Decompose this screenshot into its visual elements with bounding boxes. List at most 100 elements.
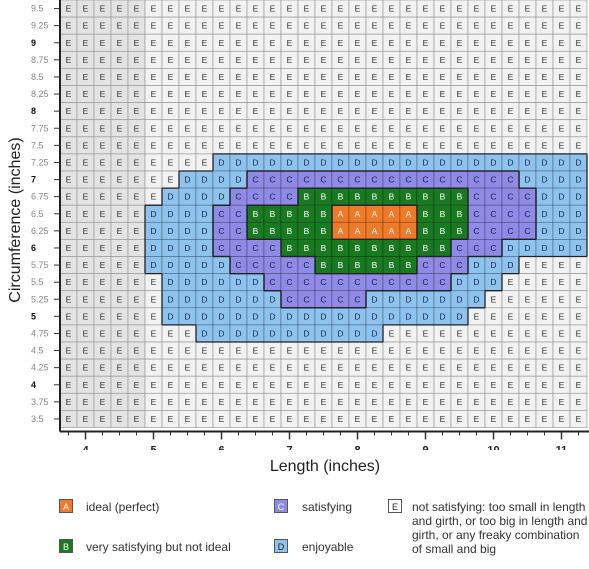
cell-7-18: C [365,170,384,189]
svg-text:C: C [473,209,479,219]
cell-4.75-4: E [127,324,146,343]
y-tick-label: 6.75 [31,192,49,202]
cell-5.75-15: B [314,256,333,274]
svg-text:E: E [406,106,412,116]
cell-6.25-9: C [212,221,231,240]
svg-text:E: E [168,175,174,185]
svg-text:D: D [235,294,241,304]
cell-6.5-18: A [365,204,384,223]
cell-6.5-27: C [518,204,537,223]
cell-4-6: E [161,375,180,394]
svg-text:E: E [253,380,259,390]
cell-6.75-15: B [314,187,333,206]
cell-5.5-15: C [314,273,333,292]
cell-6.25-8: D [195,221,214,240]
svg-text:E: E [236,397,242,407]
svg-text:E: E [423,38,429,48]
svg-text:E: E [559,363,565,373]
cell-7-22: C [433,170,452,189]
y-axis-band [0,0,60,428]
legend-label-a: ideal (perfect) [86,500,160,514]
cell-7.25-16: D [331,153,350,172]
y-tick-label: 7.5 [31,140,44,150]
cell-9.25-16: E [331,16,350,35]
cell-4.25-17: E [348,358,367,377]
svg-text:D: D [201,277,207,287]
cell-5.25-23: D [450,290,469,309]
cell-3.75-28: E [535,392,554,411]
cell-9.5-2: E [93,0,112,18]
svg-text:E: E [542,140,548,150]
cell-8.75-11: E [246,50,265,69]
cell-9-22: E [433,33,452,52]
svg-text:E: E [355,363,361,373]
cell-3.75-13: E [280,392,299,411]
cell-7.5-26: E [501,136,520,155]
cell-9-30: E [569,33,588,52]
svg-text:E: E [406,346,412,356]
cell-4.25-21: E [416,358,435,377]
cell-5.5-12: C [263,273,282,292]
svg-text:E: E [406,55,412,65]
cell-3.75-21: E [416,392,435,411]
cell-4.25-26: E [501,358,520,377]
svg-text:B: B [321,192,327,202]
svg-text:E: E [253,89,259,99]
svg-text:E: E [508,72,514,82]
svg-text:D: D [269,311,275,321]
cell-9.5-3: E [110,0,129,18]
svg-text:E: E [542,294,548,304]
svg-text:D: D [575,175,581,185]
cell-5-12: D [263,307,282,326]
svg-text:E: E [219,380,225,390]
svg-text:A: A [389,226,395,236]
svg-text:D: D [422,311,428,321]
svg-text:E: E [185,414,191,424]
svg-text:E: E [168,397,174,407]
svg-text:E: E [287,140,293,150]
cell-7-1: E [76,170,95,189]
cell-7-12: C [263,170,282,189]
svg-text:E: E [525,72,531,82]
svg-text:E: E [83,89,89,99]
svg-text:E: E [491,89,497,99]
cell-3.75-26: E [501,392,520,411]
cell-8.75-26: E [501,50,520,69]
cell-9-7: E [178,33,197,52]
svg-text:E: E [440,380,446,390]
cell-7.25-6: E [161,153,180,172]
cell-7-16: C [331,170,350,189]
svg-text:E: E [525,260,531,270]
svg-text:E: E [355,38,361,48]
svg-text:E: E [525,311,531,321]
svg-text:E: E [185,38,191,48]
cell-6.25-2: E [93,221,112,240]
cell-3.75-14: E [297,392,316,411]
cell-5.75-25: D [484,256,503,274]
cell-3.75-24: E [467,392,486,411]
svg-text:E: E [83,243,89,253]
svg-text:E: E [151,311,157,321]
cell-5.25-12: D [263,290,282,309]
svg-text:E: E [491,328,497,338]
svg-text:E: E [474,4,480,14]
cell-5.25-9: D [212,290,231,309]
svg-text:E: E [576,55,582,65]
svg-text:D: D [167,294,173,304]
svg-text:C: C [303,175,309,185]
svg-text:E: E [491,414,497,424]
svg-text:E: E [83,311,89,321]
cell-8.5-23: E [450,68,469,86]
cell-5.5-20: C [399,273,418,292]
cell-4-11: E [246,375,265,394]
cell-3.75-4: E [127,392,146,411]
cell-4-22: E [433,375,452,394]
svg-text:E: E [151,277,157,287]
y-tick-label: 7.75 [31,123,49,133]
cell-8.5-2: E [93,68,112,86]
cell-3.5-10: E [229,410,248,428]
svg-text:E: E [168,4,174,14]
svg-text:B: B [423,226,429,236]
svg-text:D: D [507,243,513,253]
svg-text:E: E [236,346,242,356]
